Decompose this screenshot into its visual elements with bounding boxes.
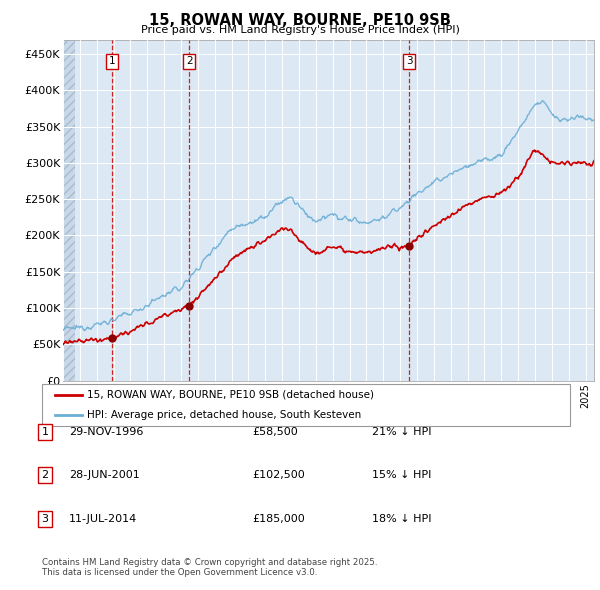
Text: 21% ↓ HPI: 21% ↓ HPI	[372, 427, 431, 437]
Text: 3: 3	[406, 56, 412, 66]
Bar	[63, 40, 75, 381]
Text: 2: 2	[186, 56, 193, 66]
FancyBboxPatch shape	[42, 384, 570, 426]
Text: 28-JUN-2001: 28-JUN-2001	[69, 470, 140, 480]
Text: Price paid vs. HM Land Registry's House Price Index (HPI): Price paid vs. HM Land Registry's House …	[140, 25, 460, 35]
Text: 1: 1	[109, 56, 116, 66]
Text: 15, ROWAN WAY, BOURNE, PE10 9SB (detached house): 15, ROWAN WAY, BOURNE, PE10 9SB (detache…	[87, 390, 374, 400]
Text: £185,000: £185,000	[252, 514, 305, 524]
Text: 3: 3	[41, 514, 49, 524]
Text: Contains HM Land Registry data © Crown copyright and database right 2025.
This d: Contains HM Land Registry data © Crown c…	[42, 558, 377, 577]
Text: HPI: Average price, detached house, South Kesteven: HPI: Average price, detached house, Sout…	[87, 409, 361, 419]
Text: 15, ROWAN WAY, BOURNE, PE10 9SB: 15, ROWAN WAY, BOURNE, PE10 9SB	[149, 13, 451, 28]
Text: £102,500: £102,500	[252, 470, 305, 480]
Text: 11-JUL-2014: 11-JUL-2014	[69, 514, 137, 524]
Text: 18% ↓ HPI: 18% ↓ HPI	[372, 514, 431, 524]
Text: 1: 1	[41, 427, 49, 437]
Text: £58,500: £58,500	[252, 427, 298, 437]
Text: 2: 2	[41, 470, 49, 480]
Text: 15% ↓ HPI: 15% ↓ HPI	[372, 470, 431, 480]
Text: 29-NOV-1996: 29-NOV-1996	[69, 427, 143, 437]
